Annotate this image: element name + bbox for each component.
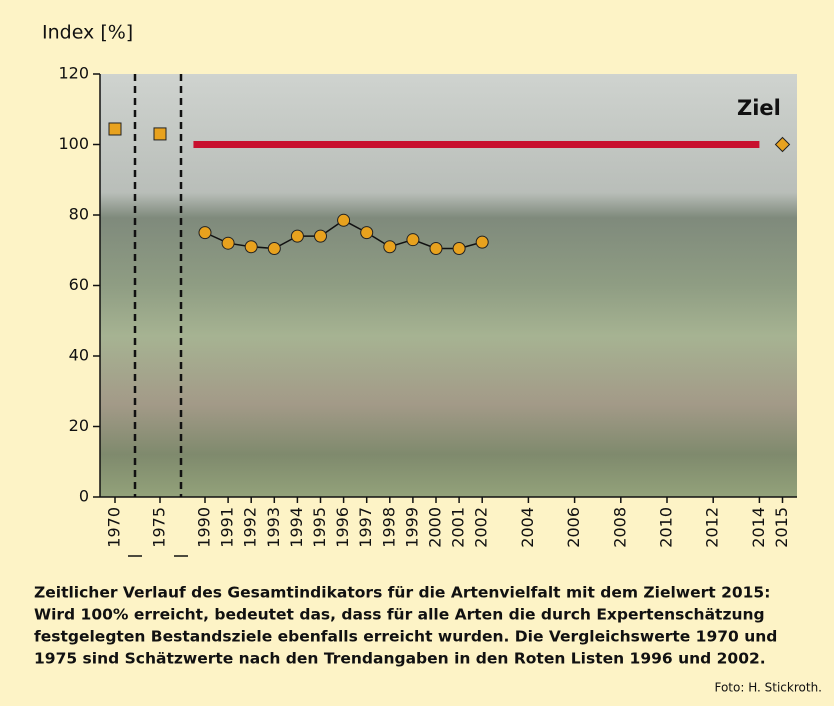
y-tick-label: 120 — [58, 64, 89, 83]
series-point — [198, 226, 212, 240]
x-tick-label: 2001 — [449, 507, 468, 548]
photo-background — [100, 74, 797, 497]
y-tick-label: 100 — [58, 134, 89, 153]
series-point — [383, 240, 397, 254]
x-tick-label: 2008 — [610, 507, 629, 548]
x-tick-label: 1998 — [379, 507, 398, 548]
x-tick-label: 1994 — [287, 507, 306, 548]
series-point — [452, 241, 466, 255]
series-point — [221, 236, 235, 250]
x-tick-label: 1992 — [241, 507, 260, 548]
series-point — [475, 235, 489, 249]
series-point — [290, 229, 304, 243]
y-tick-label: 40 — [69, 346, 89, 365]
caption-line: festgelegten Bestandsziele ebenfalls err… — [34, 628, 777, 646]
y-tick-label: 80 — [69, 205, 89, 224]
caption-line: Wird 100% erreicht, bedeutet das, dass f… — [34, 606, 765, 624]
estimate-marker — [153, 127, 167, 141]
x-tick-label: 2002 — [472, 507, 491, 548]
photo-credit: Foto: H. Stickroth. — [714, 681, 822, 695]
x-tick-label: 1995 — [310, 507, 329, 548]
series-point — [314, 229, 327, 243]
y-tick-label: 60 — [69, 275, 89, 294]
x-tick-label: 2004 — [518, 507, 537, 548]
x-tick-label: 1997 — [356, 507, 375, 548]
x-tick-label: 1996 — [333, 507, 352, 548]
series-point — [267, 241, 281, 255]
series-point — [244, 240, 258, 254]
series-point — [406, 233, 420, 247]
series-point — [360, 226, 374, 240]
y-tick-label: 20 — [69, 416, 89, 435]
x-tick-label: 1990 — [195, 507, 214, 548]
target-label: Ziel — [737, 96, 781, 120]
x-tick-label: 2015 — [772, 507, 791, 548]
caption-line: 1975 sind Schätzwerte nach den Trendanga… — [34, 650, 766, 668]
x-tick-label: 1999 — [402, 507, 421, 548]
x-tick-label: 1993 — [264, 507, 283, 548]
x-tick-label: 2006 — [564, 507, 583, 548]
x-tick-label: 2010 — [657, 507, 676, 548]
caption-line: Zeitlicher Verlauf des Gesamtindikators … — [34, 584, 770, 602]
x-tick-label: 2014 — [749, 507, 768, 548]
series-point — [337, 213, 351, 227]
y-axis-title: Index [%] — [42, 22, 133, 44]
x-tick-label: 2012 — [703, 507, 722, 548]
target-marker — [774, 136, 791, 153]
x-tick-label: 2000 — [426, 507, 445, 548]
estimate-marker — [108, 122, 122, 136]
y-tick-label: 0 — [79, 487, 89, 506]
x-tick-label: 1970 — [105, 507, 124, 548]
x-tick-label: 1991 — [218, 507, 237, 548]
x-tick-label: 1975 — [150, 507, 169, 548]
series-point — [429, 241, 443, 255]
